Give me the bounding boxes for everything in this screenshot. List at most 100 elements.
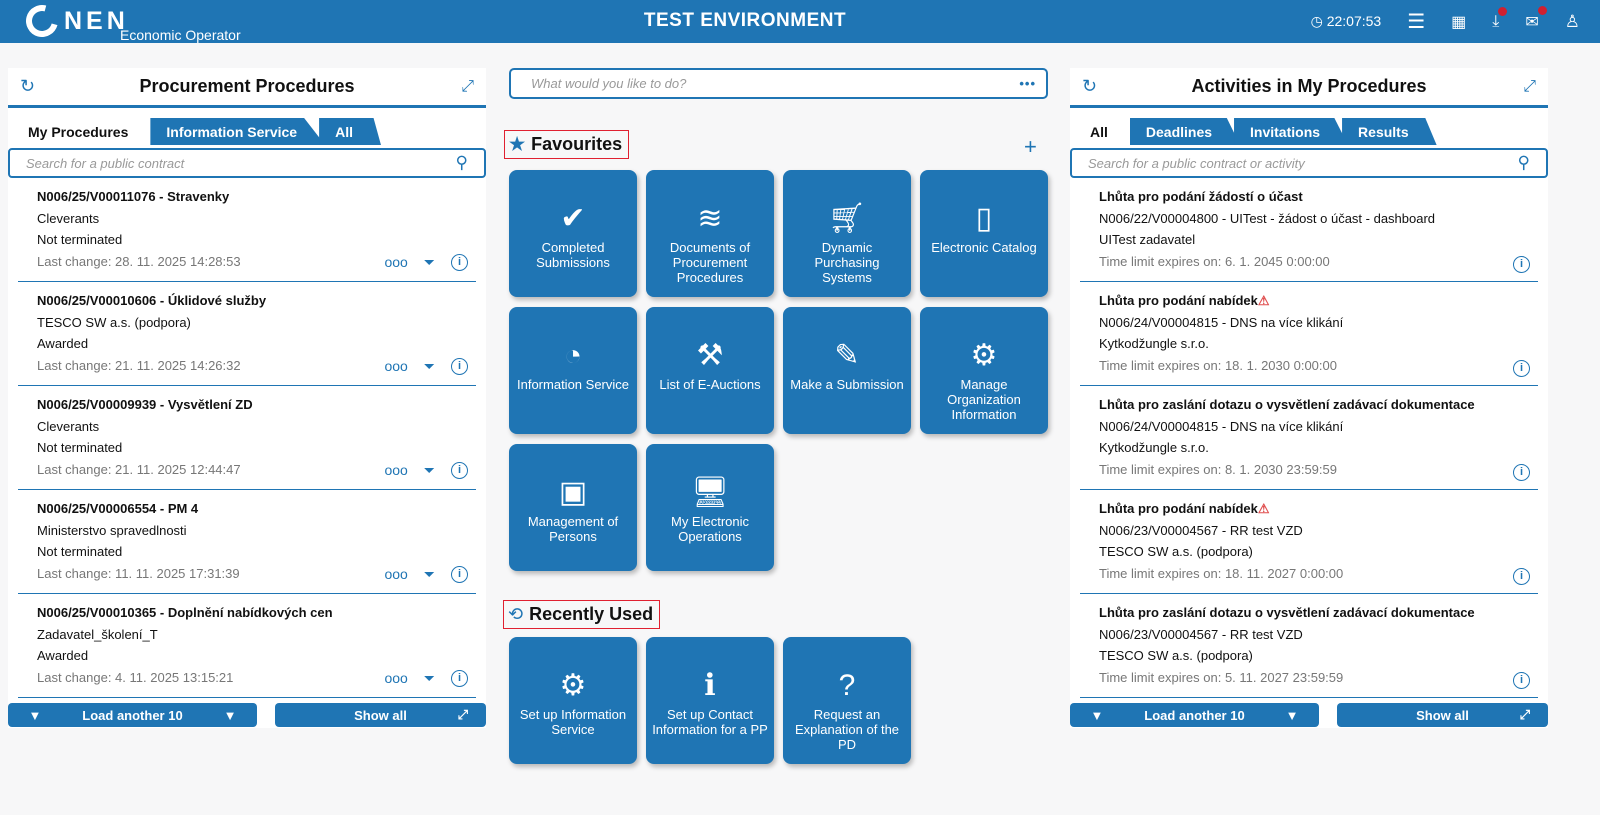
more-options-icon[interactable]: ooo	[384, 357, 408, 374]
tab-all[interactable]: All	[319, 118, 381, 145]
more-options-icon[interactable]: ooo	[384, 461, 408, 478]
procedure-status: Awarded	[37, 648, 89, 663]
procedure-organization: Ministerstvo spravedlnosti	[37, 522, 187, 538]
favourite-tile[interactable]: ≋ Documents of Procurement Procedures	[646, 170, 774, 297]
info-icon[interactable]: i	[451, 253, 468, 271]
more-options-icon[interactable]: ooo	[384, 565, 408, 582]
recent-tile[interactable]: ⚙ Set up Information Service	[509, 637, 637, 764]
menu-icon[interactable]: ☰	[1407, 11, 1426, 33]
gavel-icon: ⚒	[696, 339, 724, 372]
info-icon[interactable]: i	[451, 357, 468, 375]
more-icon[interactable]: •••	[1019, 76, 1036, 91]
filter-icon[interactable]: ⏷	[423, 253, 435, 270]
load-more-button[interactable]: ▼ Load another 10 ▼	[1070, 703, 1319, 727]
filter-icon[interactable]: ⏷	[423, 357, 435, 374]
rss-icon: ◔	[563, 339, 583, 372]
filter-icon[interactable]: ⏷	[423, 669, 435, 686]
favourite-tile[interactable]: ▣ Management of Persons	[509, 444, 637, 571]
show-all-button[interactable]: Show all ⤢	[1337, 703, 1548, 727]
procedure-list-item[interactable]: N006/25/V00010606 - Úklidové služby TESC…	[18, 282, 476, 386]
tile-label: Request an Explanation of the PD	[794, 707, 900, 752]
favourite-tile[interactable]: 🛒︎ Dynamic Purchasing Systems	[783, 170, 911, 297]
activity-procedure: N006/23/V00004567 - RR test VZD	[1099, 626, 1303, 642]
action-search-input[interactable]: What would you like to do? •••	[509, 68, 1048, 99]
refresh-icon[interactable]: ↻	[20, 76, 36, 96]
procedure-list-item[interactable]: N006/25/V00010365 - Doplnění nabídkových…	[18, 594, 476, 698]
tile-label: Electronic Catalog	[931, 240, 1037, 255]
favourite-tile[interactable]: ✎ Make a Submission	[783, 307, 911, 434]
filter-icon[interactable]: ⏷	[423, 565, 435, 582]
cart-icon: 🛒︎	[827, 202, 867, 235]
nen-logo[interactable]: NEN Economic Operator	[20, 0, 241, 43]
show-all-label: Show all	[1416, 707, 1469, 723]
info-icon[interactable]: i	[1513, 256, 1530, 273]
procedure-list-item[interactable]: N006/25/V00011076 - Stravenky Cleverants…	[18, 178, 476, 282]
recent-tile[interactable]: ? Request an Explanation of the PD	[783, 637, 911, 764]
activity-title: Lhůta pro zaslání dotazu o vysvětlení za…	[1099, 605, 1475, 620]
favourite-tile[interactable]: ⚒ List of E-Auctions	[646, 307, 774, 434]
tile-label: Documents of Procurement Procedures	[669, 240, 751, 285]
info-icon[interactable]: i	[1513, 672, 1530, 689]
calendar-icon[interactable]: ▦	[1451, 13, 1467, 31]
favourite-tile[interactable]: ◔ Information Service	[509, 307, 637, 434]
expand-icon: ⤢	[1519, 707, 1530, 722]
activity-title: Lhůta pro zaslání dotazu o vysvětlení za…	[1099, 397, 1475, 412]
recent-tile[interactable]: ℹ Set up Contact Information for a PP	[646, 637, 774, 764]
activity-organization: Kytkodžungle s.r.o.	[1099, 440, 1209, 455]
info-icon[interactable]: i	[451, 565, 468, 583]
procedure-organization: Cleverants	[37, 210, 100, 226]
favourite-tile[interactable]: 🖥︎ My Electronic Operations	[646, 444, 774, 571]
tab-invitations[interactable]: Invitations	[1234, 118, 1349, 145]
activity-list-item[interactable]: Lhůta pro podání žádostí o účast N006/22…	[1080, 178, 1538, 282]
refresh-icon[interactable]: ↻	[1082, 76, 1098, 96]
activity-search-input[interactable]: Search for a public contract or activity…	[1070, 148, 1548, 178]
tab-deadlines[interactable]: Deadlines	[1129, 118, 1241, 145]
procedure-search-input[interactable]: Search for a public contract ⚲	[8, 148, 486, 178]
activity-list-item[interactable]: Lhůta pro zaslání dotazu o vysvětlení za…	[1080, 386, 1538, 490]
activity-title: Lhůta pro podání nabídek	[1099, 501, 1258, 516]
info-icon[interactable]: i	[1513, 568, 1530, 585]
load-more-button[interactable]: ▼ Load another 10 ▼	[8, 703, 257, 727]
procedure-title: N006/25/V00010606 - Úklidové služby	[37, 293, 267, 308]
time-limit: Time limit expires on: 18. 11. 2027 0:00…	[1099, 565, 1344, 581]
expand-icon[interactable]: ⤢	[461, 77, 474, 95]
activity-list-item[interactable]: Lhůta pro zaslání dotazu o vysvětlení za…	[1080, 594, 1538, 698]
tab-results[interactable]: Results	[1342, 118, 1437, 145]
tab-information-service[interactable]: Information Service	[150, 118, 326, 145]
time-limit: Time limit expires on: 6. 1. 2045 0:00:0…	[1099, 253, 1330, 269]
favourite-tile[interactable]: ✔ Completed Submissions	[509, 170, 637, 297]
tab-my-procedures[interactable]: My Procedures	[12, 118, 157, 145]
info-icon[interactable]: i	[1513, 360, 1530, 377]
search-icon[interactable]: ⚲	[1517, 153, 1530, 172]
more-options-icon[interactable]: ooo	[384, 253, 408, 270]
download-icon[interactable]: ⤓	[1492, 6, 1508, 31]
clock-icon: ◷	[1310, 13, 1323, 29]
favourite-tile[interactable]: ▯ Electronic Catalog	[920, 170, 1048, 297]
search-icon[interactable]: ⚲	[455, 153, 468, 172]
info-icon[interactable]: i	[1513, 464, 1530, 481]
favourite-tile[interactable]: ⚙ Manage Organization Information	[920, 307, 1048, 434]
activity-list-item[interactable]: Lhůta pro podání nabídek⚠ N006/23/V00004…	[1080, 490, 1538, 594]
procedure-status: Awarded	[37, 336, 89, 351]
tab-all[interactable]: All	[1074, 118, 1136, 145]
info-icon[interactable]: i	[451, 669, 468, 687]
last-change: Last change: 21. 11. 2025 14:26:32	[37, 357, 241, 373]
procedure-title: N006/25/V00006554 - PM 4	[37, 501, 199, 516]
more-options-icon[interactable]: ooo	[384, 669, 408, 686]
user-icon[interactable]: ♙	[1564, 11, 1580, 31]
filter-icon[interactable]: ⏷	[423, 461, 435, 478]
show-all-button[interactable]: Show all ⤢	[275, 703, 486, 727]
mail-icon[interactable]: ✉	[1525, 5, 1547, 32]
show-all-label: Show all	[354, 707, 407, 723]
info-icon[interactable]: i	[451, 461, 468, 479]
activity-list-item[interactable]: Lhůta pro podání nabídek⚠ N006/24/V00004…	[1080, 282, 1538, 386]
edit-icon: ✎	[834, 339, 860, 372]
favourites-heading: ★ Favourites	[504, 130, 630, 159]
procedure-list-item[interactable]: N006/25/V00006554 - PM 4 Ministerstvo sp…	[18, 490, 476, 594]
expand-icon[interactable]: ⤢	[1523, 77, 1536, 95]
procedure-list-item[interactable]: N006/25/V00009939 - Vysvětlení ZD Clever…	[18, 386, 476, 490]
arrow-down-icon: ▼	[223, 707, 237, 723]
add-favourite-icon[interactable]: +	[1024, 134, 1037, 159]
procedure-organization: Zadavatel_školení_T	[37, 626, 158, 642]
time-limit: Time limit expires on: 8. 1. 2030 23:59:…	[1099, 461, 1337, 477]
